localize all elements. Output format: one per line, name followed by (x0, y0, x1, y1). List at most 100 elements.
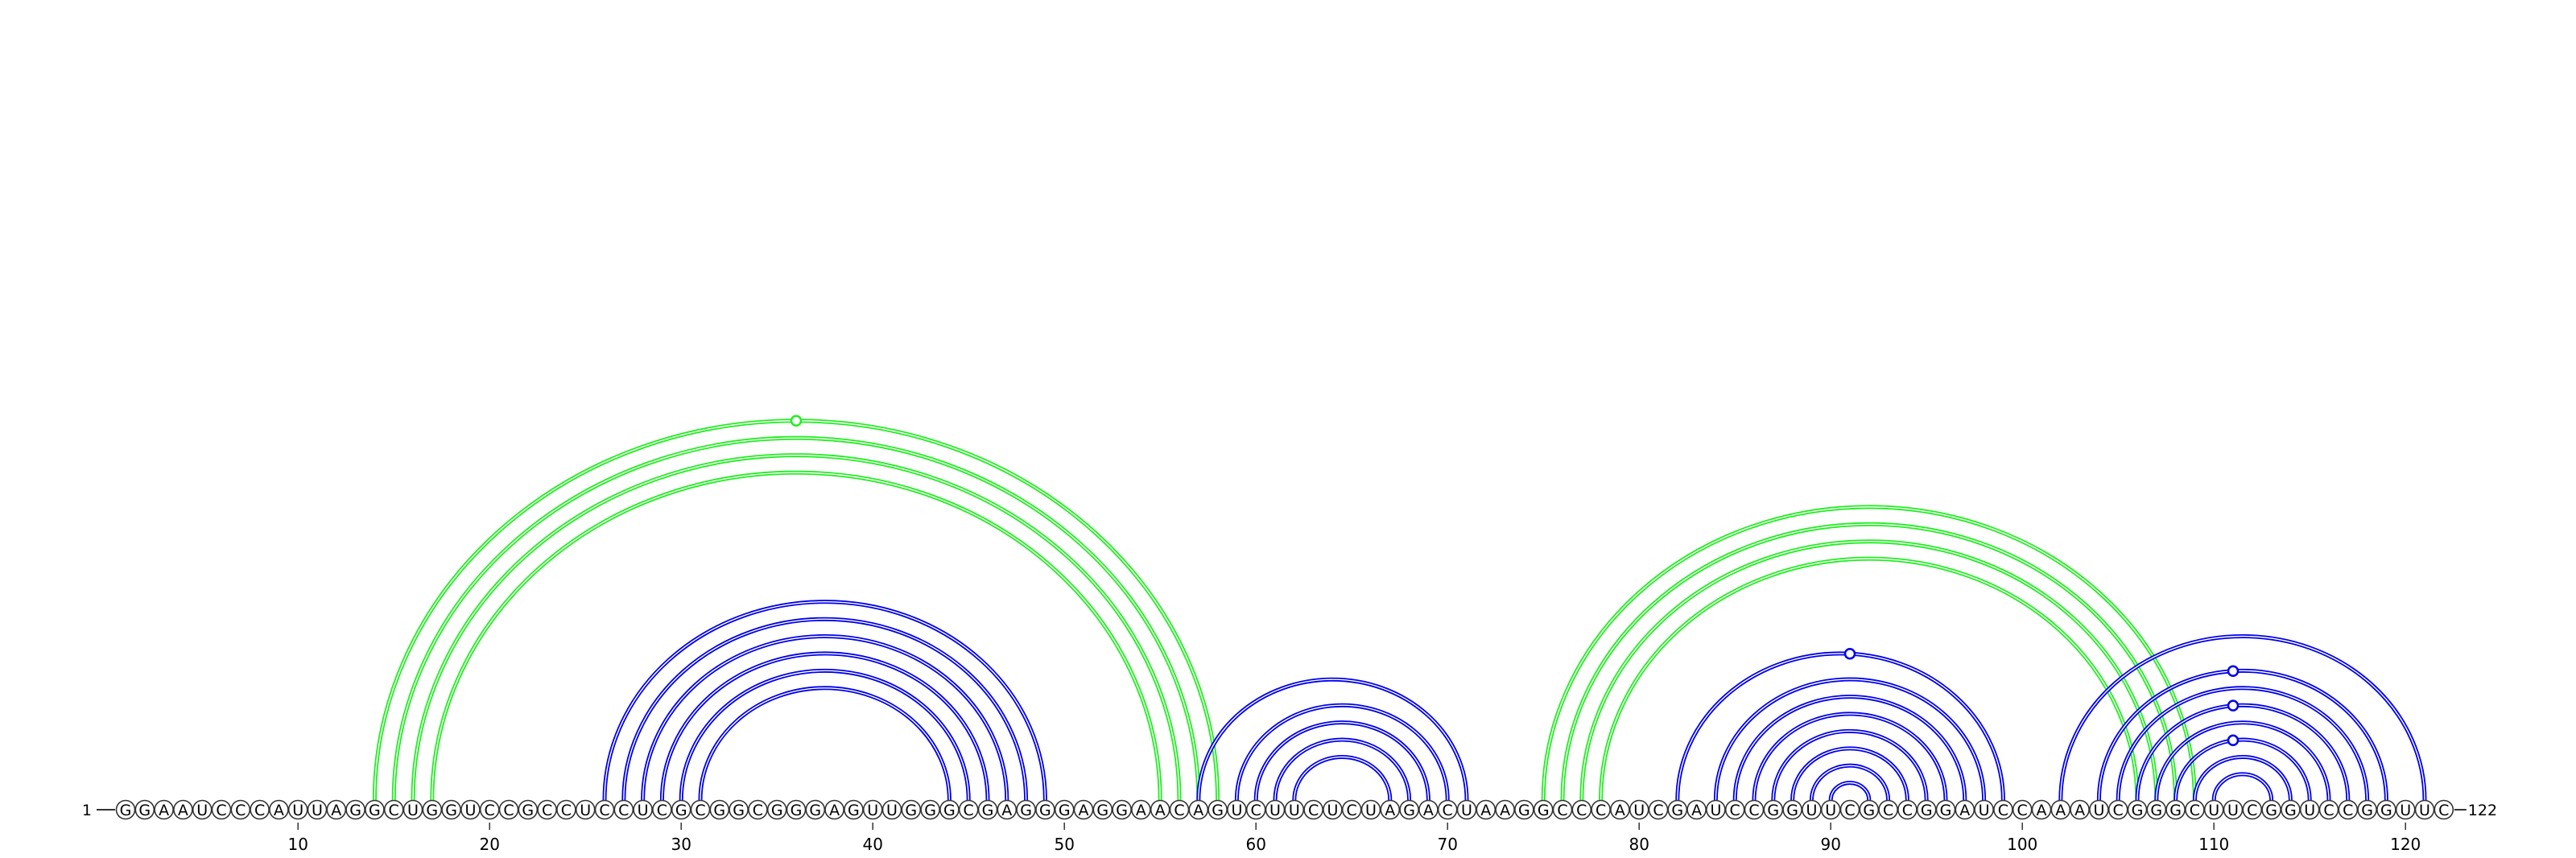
nucleotide-letter: U (292, 802, 303, 819)
nucleotide-letter: G (1020, 802, 1032, 819)
nucleotide-letter: C (964, 802, 974, 819)
tick-label: 20 (479, 835, 499, 854)
arc-marker (790, 415, 803, 427)
nucleotide-letter: G (120, 802, 132, 819)
base-pair-arc-inner (2213, 773, 2273, 801)
base-pair-arc-inner (2194, 756, 2292, 801)
nucleotide-letter: G (1116, 802, 1128, 819)
nucleotide-letter: A (274, 802, 284, 819)
nucleotide-letter: C (2247, 802, 2257, 819)
nucleotide-circle (2395, 799, 2416, 820)
nucleotide-circle (1112, 799, 1132, 820)
nucleotide-letter: C (2017, 802, 2028, 819)
nucleotide-circle (1150, 799, 1170, 820)
nucleotide-letter: U (1289, 802, 1300, 819)
nucleotide-circle (1591, 799, 1611, 820)
nucleotide-circle (1208, 799, 1228, 820)
nucleotide-letter: U (1365, 802, 1377, 819)
nucleotide-letter: G (905, 802, 917, 819)
tick-label: 30 (671, 835, 691, 854)
nucleotide-circle (1763, 799, 1784, 820)
nucleotide-letter: G (1538, 802, 1550, 819)
nucleotide-letter: C (1596, 802, 1606, 819)
base-pair-arc-inner (2060, 635, 2425, 801)
base-pair-arc-inner (1791, 748, 1909, 801)
nucleotide-circle (1399, 799, 1419, 820)
nucleotide-letter: U (464, 802, 476, 819)
nucleotide-letter: C (2438, 802, 2449, 819)
nucleotide-letter: G (848, 802, 860, 819)
base-pair-arc-inner (1236, 704, 1448, 801)
nucleotide-letter: U (867, 802, 878, 819)
nucleotide-letter: U (1231, 802, 1242, 819)
base-pair-arc-inner (1810, 765, 1889, 801)
nucleotide-letter: G (943, 802, 956, 819)
nucleotide-letter: A (1385, 802, 1395, 819)
base-pair-arc (1579, 539, 2159, 801)
nucleotide-circle (977, 799, 998, 820)
base-pair-arc (2135, 703, 2351, 801)
nucleotide-letter: A (1480, 802, 1491, 819)
nucleotide-letter: C (1443, 802, 1453, 819)
base-pair-arc-inner (412, 454, 1180, 801)
nucleotide-letter: C (1730, 802, 1740, 819)
base-pair-arc (698, 686, 952, 801)
nucleotide-letter: C (561, 802, 572, 819)
base-pair-arc-inner (1542, 506, 2196, 801)
base-pair-arc-inner (642, 635, 1008, 801)
nucleotide-circle (230, 799, 251, 820)
nucleotide-circle (326, 799, 347, 820)
nucleotide-letter: G (809, 802, 821, 819)
nucleotide-circle (1552, 799, 1573, 820)
arc-marker (2227, 665, 2240, 677)
nucleotide-letter: C (2190, 802, 2200, 819)
base-pair-arc (1752, 712, 1948, 801)
nucleotide-letter: C (1308, 802, 1319, 819)
base-pair-arc-inner (431, 472, 1161, 801)
nucleotide-circle (958, 799, 979, 820)
nucleotide-letter: C (1883, 802, 1893, 819)
nucleotide-circle (1802, 799, 1822, 820)
nucleotide-circle (1054, 799, 1075, 820)
nucleotide-letter: A (1423, 802, 1434, 819)
nucleotide-letter: C (2343, 802, 2353, 819)
nucleotide-circle (1935, 799, 1956, 820)
nucleotide-letter: U (1979, 802, 1990, 819)
base-pair-arc (659, 651, 990, 801)
base-pair-arc-inner (661, 653, 989, 801)
base-pair-arc-inner (1198, 679, 1468, 801)
base-pair-arc-inner (2174, 739, 2310, 801)
base-pair-arc-inner (1562, 523, 2177, 801)
base-pair-arc-inner (1715, 679, 1985, 801)
base-pair-arc (1790, 746, 1909, 801)
nucleotide-letter: U (580, 802, 591, 819)
nucleotide-letter: G (1212, 802, 1224, 819)
base-pair-arc (2154, 720, 2331, 801)
nucleotide-letter: U (1710, 802, 1721, 819)
nucleotide-letter: G (2150, 802, 2162, 819)
nucleotide-letter: G (771, 802, 783, 819)
nucleotide-letter: U (2208, 802, 2219, 819)
nucleotide-letter: A (1079, 802, 1089, 819)
nucleotide-letter: G (426, 802, 438, 819)
arc-marker (1843, 647, 1856, 660)
nucleotide-circle (365, 799, 385, 820)
base-pair-arc (602, 600, 1047, 801)
nucleotide-circle (1667, 799, 1688, 820)
nucleotide-circle (115, 799, 136, 820)
nucleotide-letter: U (1327, 802, 1338, 819)
tick-label: 100 (2007, 835, 2037, 854)
nucleotide-letter: G (2132, 802, 2144, 819)
base-pair-arc (1234, 703, 1450, 801)
nucleotide-letter: A (2074, 802, 2085, 819)
nucleotide-letter: U (2304, 802, 2315, 819)
nucleotide-circle (1724, 799, 1745, 820)
nucleotide-circle (1820, 799, 1841, 820)
nucleotide-letter: A (1136, 802, 1146, 819)
base-pair-arc-inner (1773, 730, 1927, 801)
nucleotide-letter: G (445, 802, 457, 819)
nucleotide-letter: C (1347, 802, 1357, 819)
nucleotide-circle (2203, 799, 2224, 820)
nucleotide-circle (2376, 799, 2396, 820)
